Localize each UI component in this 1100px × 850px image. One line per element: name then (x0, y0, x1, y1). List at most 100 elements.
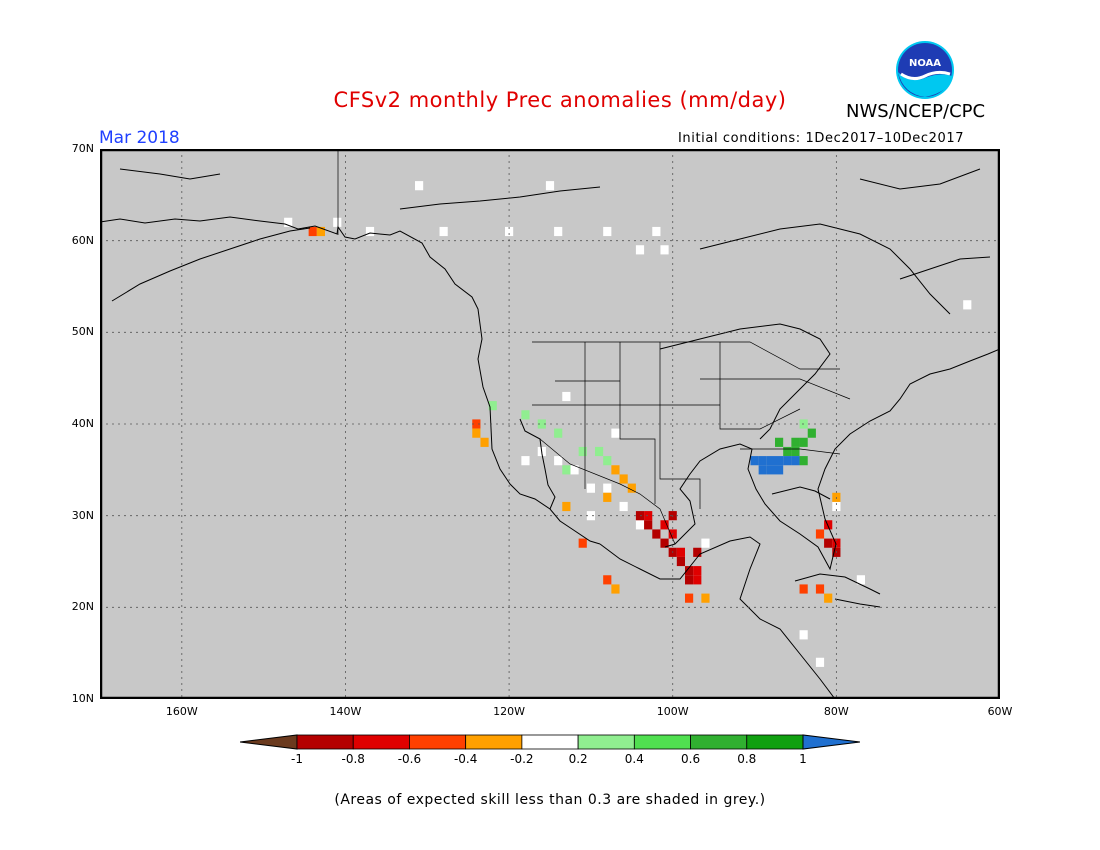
lon-tick-label: 120W (493, 705, 526, 718)
anomaly-cell (832, 501, 841, 512)
noaa-logo-icon: NOAA (896, 41, 954, 99)
anomaly-cell (856, 575, 865, 585)
anomaly-cell (676, 547, 685, 557)
anomaly-cell (676, 556, 685, 567)
anomaly-cell (758, 465, 767, 475)
anomaly-cell (316, 226, 325, 237)
anomaly-cell (619, 501, 628, 512)
anomaly-cell (693, 566, 702, 576)
anomaly-cell (545, 181, 555, 191)
anomaly-cell (365, 226, 375, 237)
anomaly-cell (693, 575, 702, 585)
anomaly-cell (685, 593, 694, 603)
anomaly-cell (603, 226, 612, 237)
anomaly-cell (766, 465, 775, 475)
anomaly-cell (611, 465, 620, 475)
anomaly-cell (824, 520, 833, 530)
anomaly-cell (603, 483, 612, 493)
anomaly-cell (824, 593, 833, 603)
gridlines (100, 149, 1000, 699)
colorbar-swatch (746, 734, 804, 750)
anomaly-cell (611, 428, 620, 438)
colorbar-tick-label: -0.4 (453, 752, 478, 766)
anomaly-cell (660, 520, 669, 530)
anomaly-cell (578, 538, 587, 548)
lat-tick-label: 10N (71, 692, 94, 705)
anomaly-cell (815, 529, 825, 539)
anomaly-cell (685, 575, 694, 585)
anomaly-cell (603, 492, 612, 502)
anomaly-cell (480, 437, 489, 447)
anomaly-cell (652, 226, 661, 237)
anomaly-cell (775, 456, 784, 466)
anomaly-cell (815, 657, 825, 667)
colorbar-swatch (577, 734, 635, 750)
anomaly-cell (791, 437, 800, 447)
anomaly-cell (644, 511, 653, 521)
forecast-month: Mar 2018 (99, 128, 180, 148)
anomaly-cell (824, 538, 833, 548)
lon-tick-label: 100W (656, 705, 689, 718)
colorbar-swatch (690, 734, 748, 750)
colorbar-tick-label: 0.8 (737, 752, 757, 766)
precipitation-map (100, 149, 1000, 699)
colorbar-max-arrow (802, 734, 860, 750)
anomaly-cell (791, 456, 800, 466)
colorbar-swatch (409, 734, 467, 750)
colorbar-swatch (465, 734, 523, 750)
colorbar-tick-label: 0.2 (568, 752, 588, 766)
lon-tick-label: 160W (165, 705, 198, 718)
lat-tick-label: 40N (71, 417, 94, 430)
anomaly-cell (505, 226, 514, 237)
anomaly-cell (488, 401, 497, 411)
anomaly-cell (521, 456, 530, 466)
lat-tick-label: 50N (71, 325, 94, 339)
anomaly-cell (701, 538, 710, 548)
anomaly-cell (783, 456, 792, 466)
colorbar-tick-label: -1 (291, 752, 303, 766)
map-title: CFSv2 monthly Prec anomalies (mm/day) (333, 88, 787, 112)
colorbar-tick-label: -0.8 (341, 752, 365, 766)
skill-footnote: (Areas of expected skill less than 0.3 a… (334, 792, 766, 808)
anomaly-cell (693, 547, 702, 557)
political-borders (337, 149, 851, 545)
colorbar-tick-label: 1 (799, 752, 807, 766)
anomaly-cell (832, 538, 841, 548)
anomaly-cell (815, 584, 825, 594)
anomaly-cell (963, 300, 972, 310)
anomaly-cell (308, 226, 317, 237)
anomaly-cell (758, 456, 767, 466)
anomaly-cell (554, 428, 563, 438)
anomaly-cell (750, 456, 759, 466)
colorbar-swatch (521, 734, 579, 750)
anomaly-cell (562, 391, 571, 402)
colorbar-min-arrow (240, 734, 298, 750)
colorbar-swatch (352, 734, 410, 750)
anomaly-cell (603, 456, 612, 466)
colorbar (240, 734, 860, 750)
lat-tick-label: 30N (71, 508, 94, 522)
lat-tick-label: 70N (71, 142, 94, 155)
anomaly-cell (472, 428, 481, 438)
anomaly-cell (595, 446, 604, 457)
colorbar-tick-label: -0.6 (397, 752, 422, 766)
anomaly-cell (775, 437, 784, 447)
colorbar-tick-label: 0.4 (624, 752, 644, 766)
anomaly-cell (701, 593, 710, 603)
noaa-logo-text: NOAA (909, 58, 941, 69)
anomaly-cell (472, 419, 481, 429)
anomaly-cell (799, 630, 808, 640)
lat-tick-label: 20N (71, 600, 94, 614)
colorbar-swatch (296, 734, 354, 750)
anomaly-cell (807, 428, 816, 438)
anomaly-cell (766, 456, 775, 466)
anomaly-cell (660, 245, 669, 255)
anomaly-cell (660, 538, 669, 548)
anomaly-cell (521, 410, 530, 420)
anomaly-cell (586, 483, 595, 493)
anomaly-cell (799, 584, 808, 594)
anomaly-cell (570, 465, 579, 475)
anomaly-cell (652, 529, 661, 539)
anomaly-cell (644, 520, 653, 530)
anomaly-cell (333, 217, 342, 227)
